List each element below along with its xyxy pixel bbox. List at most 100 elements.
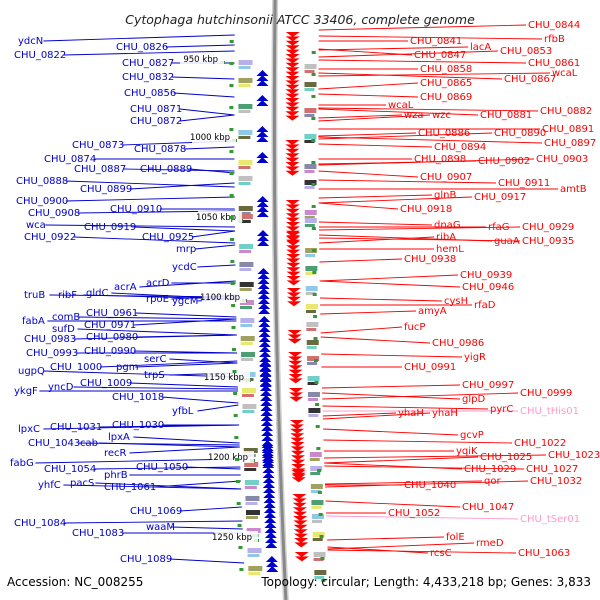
forward-gene-arrow <box>256 75 269 81</box>
leader-line <box>325 500 461 508</box>
leader-line <box>318 50 499 58</box>
leader-line <box>318 59 527 64</box>
left-gene-label: yncD <box>48 382 74 393</box>
gene-block <box>239 250 252 253</box>
gene-block <box>246 528 261 533</box>
leader-line <box>139 280 236 288</box>
right-gene-label: wza <box>404 110 424 121</box>
right-gene-label: lacA <box>470 42 491 53</box>
gene-block <box>305 254 316 257</box>
gene-block <box>239 244 254 249</box>
leader-line <box>43 34 235 42</box>
left-gene-label: acrA <box>114 282 137 293</box>
forward-gene-arrow <box>260 395 273 401</box>
reverse-gene-arrow <box>290 442 305 447</box>
gene-block <box>247 548 262 553</box>
gene-block <box>238 104 253 109</box>
tick-dot <box>317 469 322 472</box>
kbp-tick-label: 1100 kbp <box>200 293 240 303</box>
gene-block <box>241 388 256 393</box>
right-gene-label: CHU_1040 <box>404 480 456 491</box>
reverse-gene-arrow <box>293 524 308 530</box>
forward-gene-arrow <box>257 235 270 241</box>
gene-block <box>238 66 251 69</box>
gene-block <box>238 166 251 169</box>
right-gene-label: CHU_0897 <box>544 138 596 149</box>
kbp-tick-label: 1050 kbp <box>196 213 236 223</box>
leader-line <box>318 221 433 226</box>
right-gene-label: folE <box>446 532 465 543</box>
leader-line <box>318 35 543 40</box>
right-gene-label: qor <box>484 476 501 487</box>
reverse-gene-arrow <box>290 433 305 439</box>
leader-line <box>45 224 235 228</box>
reverse-gene-arrow <box>294 556 309 562</box>
right-gene-label: cysH <box>444 296 468 307</box>
forward-gene-arrow <box>259 380 272 386</box>
left-gene-label: CHU_0832 <box>122 72 174 83</box>
tick-dot <box>319 535 324 538</box>
left-gene-label: yfbL <box>172 406 194 417</box>
gene-block <box>314 570 327 575</box>
right-gene-label: CHU_0844 <box>528 20 580 31</box>
reverse-gene-arrow <box>285 157 300 163</box>
gene-block <box>304 64 317 69</box>
gene-block <box>239 288 252 291</box>
leader-lines <box>35 24 558 564</box>
reverse-gene-arrow <box>285 62 300 68</box>
reverse-gene-arrow <box>286 271 301 277</box>
reverse-gene-arrow <box>285 49 300 55</box>
forward-gene-arrow <box>259 356 272 362</box>
forward-gene-arrow <box>262 462 275 468</box>
right-gene-label: CHU_0841 <box>410 36 462 47</box>
right-gene-label: rcsC <box>430 548 452 559</box>
right-gene-label: CHU_1023 <box>548 450 600 461</box>
leader-line <box>318 170 419 178</box>
reverse-gene-arrow <box>286 258 301 264</box>
forward-gene-arrow <box>263 507 276 513</box>
tick-dot <box>230 260 235 263</box>
leader-line <box>183 146 235 150</box>
tick-dot <box>313 315 318 318</box>
tick-dot <box>320 557 325 560</box>
left-gene-label: ycdC <box>172 262 197 273</box>
leader-line <box>322 405 489 410</box>
forward-gene-arrow <box>256 131 269 137</box>
leader-line <box>322 392 519 400</box>
tick-dot <box>312 271 317 274</box>
tick-dot <box>237 524 242 527</box>
gene-block <box>310 466 323 471</box>
reverse-gene-arrow <box>288 369 303 375</box>
leader-line <box>318 72 551 77</box>
gene-block <box>304 70 315 73</box>
leader-line <box>325 480 529 488</box>
left-gene-label: CHU_1009 <box>80 378 132 389</box>
forward-gene-arrow <box>263 487 276 493</box>
left-gene-label: serC <box>144 354 166 365</box>
left-gene-label: CHU_0874 <box>44 154 96 165</box>
tick-dot <box>229 62 234 65</box>
reverse-gene-arrow <box>294 538 309 543</box>
gene-block <box>244 468 257 471</box>
gene-block <box>240 300 254 305</box>
forward-gene-arrow <box>259 385 272 391</box>
forward-gene-arrow <box>264 532 277 538</box>
leader-line <box>135 334 237 338</box>
leader-line <box>326 515 519 520</box>
tick-dot <box>233 392 238 395</box>
left-gene-label: CHU_0822 <box>14 50 66 61</box>
reverse-gene-arrow <box>285 32 300 37</box>
right-gene-label: wcaL <box>388 100 414 111</box>
right-gene-label: glnB <box>434 190 456 201</box>
reverse-gene-arrow <box>286 288 301 293</box>
reverse-gene-arrow <box>288 352 303 357</box>
leader-line <box>179 506 242 512</box>
right-gene-label: rfaG <box>488 222 510 233</box>
left-gene-label: recR <box>104 448 127 459</box>
gene-block <box>304 210 317 215</box>
tick-dot <box>238 546 243 549</box>
forward-gene-arrow <box>261 452 274 458</box>
forward-gene-arrow <box>260 420 273 426</box>
tick-dot <box>231 348 236 351</box>
reverse-gene-arrow <box>285 226 300 232</box>
